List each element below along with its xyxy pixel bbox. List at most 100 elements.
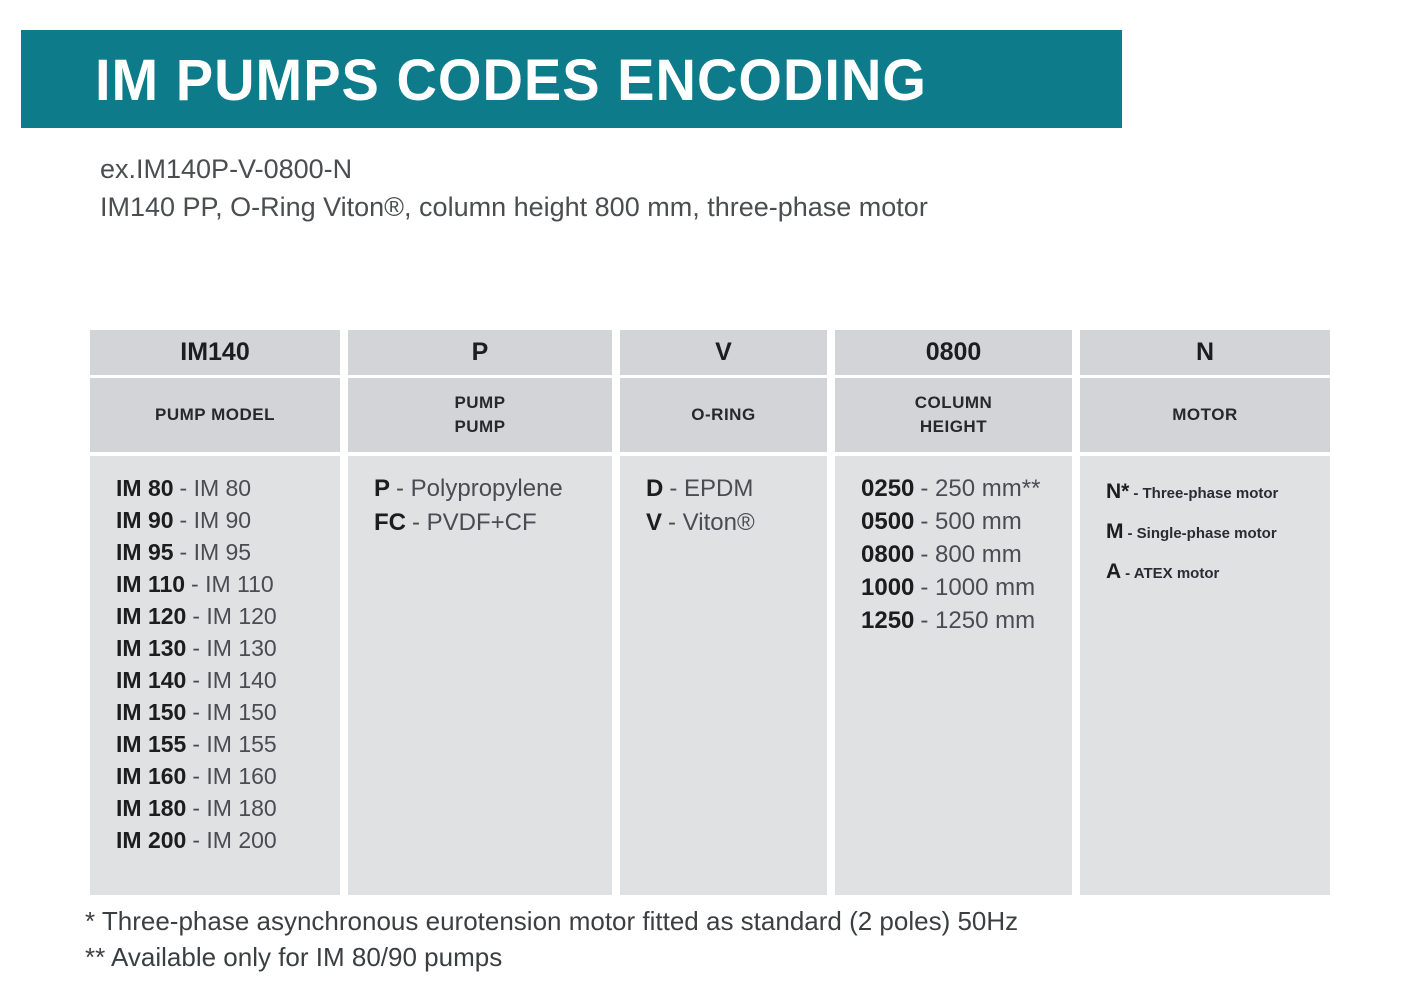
column-motor: N MOTOR N* - Three-phase motor M- Single-… — [1080, 330, 1330, 895]
list-item: IM 180- IM 180 — [116, 792, 332, 824]
item-code: IM 110 — [116, 571, 186, 597]
list-item: 1000- 1000 mm — [861, 571, 1064, 604]
item-desc: - 250 mm** — [920, 475, 1041, 502]
item-code: IM 90 — [116, 507, 174, 533]
column-code-cell: V — [620, 330, 827, 375]
column-body: 0250- 250 mm** 0500- 500 mm 0800- 800 mm… — [835, 456, 1072, 895]
list-item: 0250- 250 mm** — [861, 472, 1064, 505]
item-code: V — [646, 509, 663, 536]
column-body: N* - Three-phase motor M- Single-phase mo… — [1080, 456, 1330, 895]
column-label-cell: O-RING — [620, 378, 827, 452]
item-desc: - 500 mm — [920, 508, 1022, 535]
column-label-cell: COLUMN HEIGHT — [835, 378, 1072, 452]
item-desc: - Three-phase motor — [1133, 485, 1279, 502]
column-code-cell: N — [1080, 330, 1330, 375]
item-desc: - ATEX motor — [1125, 565, 1220, 582]
item-desc: - Polypropylene — [396, 475, 563, 502]
item-desc: - IM 110 — [191, 571, 274, 597]
list-item: V- Viton® — [646, 506, 819, 540]
item-desc: - IM 140 — [192, 667, 277, 693]
item-code: 0250 — [861, 475, 915, 502]
item-desc: - IM 160 — [192, 763, 277, 789]
item-code: IM 150 — [116, 699, 187, 725]
item-code: 0500 — [861, 508, 915, 535]
list-item: FC - PVDF+CF — [374, 506, 604, 540]
list-item: P- Polypropylene — [374, 472, 604, 506]
item-desc: - IM 130 — [192, 635, 277, 661]
list-item: IM 160- IM 160 — [116, 760, 332, 792]
item-code: IM 80 — [116, 475, 174, 501]
item-code: 1250 — [861, 607, 915, 634]
item-code: P — [374, 475, 391, 502]
column-code-cell: P — [348, 330, 612, 375]
item-desc: - IM 95 — [179, 539, 252, 565]
item-code: IM 155 — [116, 731, 187, 757]
item-code: FC — [374, 509, 406, 536]
column-label-line: PUMP — [454, 393, 506, 412]
column-body: D- EPDM V- Viton® — [620, 456, 827, 895]
item-desc: - IM 120 — [192, 603, 277, 629]
item-desc: - Viton® — [668, 509, 755, 536]
item-code: IM 120 — [116, 603, 187, 629]
column-label-line: HEIGHT — [919, 417, 988, 436]
column-code-cell: 0800 — [835, 330, 1072, 375]
column-label-line: PUMP — [454, 417, 506, 436]
list-item: M- Single-phase motor — [1106, 512, 1322, 552]
item-code: IM 95 — [116, 539, 174, 565]
list-item: IM 120- IM 120 — [116, 600, 332, 632]
column-body: IM 80- IM 80 IM 90- IM 90 IM 95- IM 95 I… — [90, 456, 340, 895]
title-banner: IM PUMPS CODES ENCODING — [21, 30, 1122, 128]
page-title: IM PUMPS CODES ENCODING — [95, 45, 927, 113]
column-label-cell: PUMP MODEL — [90, 378, 340, 452]
item-desc: - IM 155 — [192, 731, 277, 757]
item-code: M — [1106, 520, 1124, 543]
list-item: IM 110- IM 110 — [116, 568, 332, 600]
item-code: 0800 — [861, 541, 915, 568]
list-item: 0800- 800 mm — [861, 538, 1064, 571]
list-item: IM 150- IM 150 — [116, 696, 332, 728]
item-code: A — [1106, 560, 1122, 583]
column-label-cell: MOTOR — [1080, 378, 1330, 452]
item-desc: - PVDF+CF — [412, 509, 537, 536]
column-label-line: COLUMN — [914, 393, 993, 412]
item-desc: - IM 80 — [179, 475, 252, 501]
item-desc: - IM 150 — [192, 699, 277, 725]
list-item: IM 90- IM 90 — [116, 504, 332, 536]
item-desc: - 1000 mm — [920, 574, 1036, 601]
column-label-line: O-RING — [691, 405, 756, 424]
list-item: IM 130- IM 130 — [116, 632, 332, 664]
list-item: IM 200- IM 200 — [116, 824, 332, 856]
list-item: 0500- 500 mm — [861, 505, 1064, 538]
column-pump-material: P PUMP PUMP P- Polypropylene FC - PVDF+CF — [348, 330, 612, 895]
column-body: P- Polypropylene FC - PVDF+CF — [348, 456, 612, 895]
list-item: 1250- 1250 mm — [861, 604, 1064, 637]
column-code-cell: IM140 — [90, 330, 340, 375]
example-block: ex.IM140P-V-0800-N IM140 PP, O-Ring Vito… — [100, 150, 928, 226]
list-item: IM 95- IM 95 — [116, 536, 332, 568]
list-item: N* - Three-phase motor — [1106, 472, 1322, 512]
list-item: IM 80- IM 80 — [116, 472, 332, 504]
list-item: D- EPDM — [646, 472, 819, 506]
item-desc: - EPDM — [669, 475, 754, 502]
item-code: IM 180 — [116, 795, 187, 821]
item-code: 1000 — [861, 574, 915, 601]
list-item: IM 155- IM 155 — [116, 728, 332, 760]
column-label-cell: PUMP PUMP — [348, 378, 612, 452]
list-item: IM 140- IM 140 — [116, 664, 332, 696]
column-label-line: MOTOR — [1172, 405, 1238, 424]
example-description: IM140 PP, O-Ring Viton®, column height 8… — [100, 192, 928, 222]
item-desc: - Single-phase motor — [1127, 525, 1277, 542]
column-column-height: 0800 COLUMN HEIGHT 0250- 250 mm** 0500- … — [835, 330, 1072, 895]
example-code: ex.IM140P-V-0800-N — [100, 154, 353, 184]
footnote-1: * Three-phase asynchronous eurotension m… — [85, 906, 1019, 936]
list-item: A- ATEX motor — [1106, 552, 1322, 592]
item-code: IM 160 — [116, 763, 187, 789]
item-code: D — [646, 475, 664, 502]
footnote-2: ** Available only for IM 80/90 pumps — [85, 942, 503, 972]
footnotes: * Three-phase asynchronous eurotension m… — [85, 903, 1018, 975]
item-code: IM 140 — [116, 667, 187, 693]
column-pump-model: IM140 PUMP MODEL IM 80- IM 80 IM 90- IM … — [90, 330, 340, 895]
column-o-ring: V O-RING D- EPDM V- Viton® — [620, 330, 827, 895]
column-label-line: PUMP MODEL — [155, 405, 275, 424]
item-desc: - 800 mm — [920, 541, 1022, 568]
